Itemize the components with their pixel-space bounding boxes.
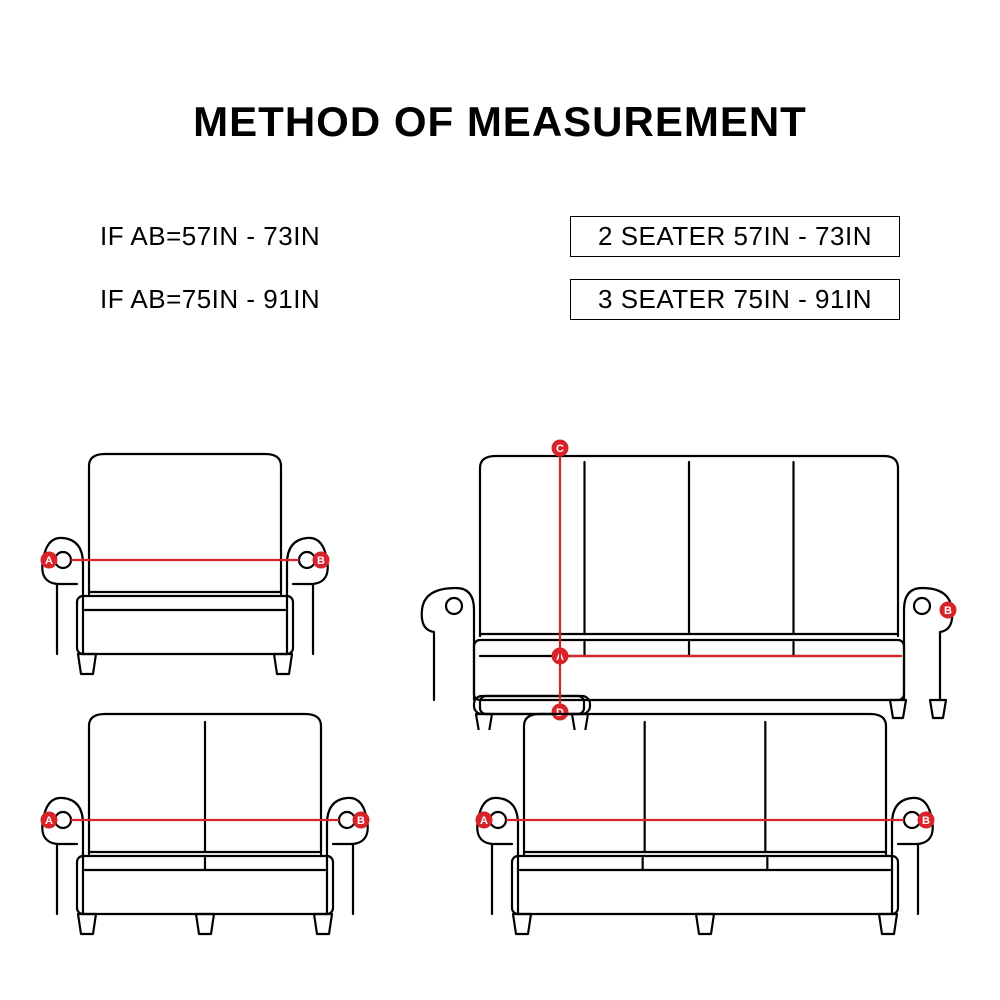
measure-label-A: A xyxy=(480,815,488,827)
measure-label-A: A xyxy=(45,555,53,567)
sofa-sectional-diagram: ABCD xyxy=(400,430,960,730)
rule-row: IF AB=75IN - 91IN 3 SEATER 75IN - 91IN xyxy=(100,279,900,320)
measure-label-B: B xyxy=(357,815,365,827)
sofa-armchair-diagram: AB xyxy=(35,440,335,680)
sofa-diagrams: ABABABCDAB xyxy=(0,440,1000,1000)
sofa-loveseat-diagram: AB xyxy=(35,700,375,940)
rule-result: 2 SEATER 57IN - 73IN xyxy=(570,216,900,257)
page-title: METHOD OF MEASUREMENT xyxy=(60,98,940,146)
sofa-sofa3-diagram: AB xyxy=(470,700,940,940)
measurement-rules: IF AB=57IN - 73IN2 SEATER 57IN - 73INIF … xyxy=(60,216,940,320)
measure-label-B: B xyxy=(317,555,325,567)
measurement-infographic: METHOD OF MEASUREMENT IF AB=57IN - 73IN 2… xyxy=(0,0,1000,1000)
measure-label-C: C xyxy=(556,443,564,455)
measure-label-B: B xyxy=(922,815,930,827)
rule-result: 3 SEATER 75IN - 91IN xyxy=(570,279,900,320)
measure-label-B: B xyxy=(944,605,952,617)
measure-label-A: A xyxy=(45,815,53,827)
rule-condition: IF AB=57IN - 73IN xyxy=(100,221,320,252)
rule-condition: IF AB=75IN - 91IN xyxy=(100,284,320,315)
rule-row: IF AB=57IN - 73IN 2 SEATER 57IN - 73IN xyxy=(100,216,900,257)
